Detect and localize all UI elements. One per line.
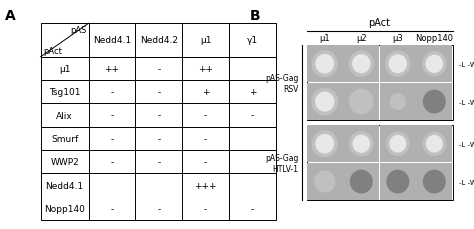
Text: Nedd4.1: Nedd4.1 [46,181,84,190]
Bar [307,163,343,200]
Circle shape [315,55,334,74]
Bar [343,46,379,83]
Circle shape [423,90,446,114]
Circle shape [349,89,374,115]
Circle shape [350,170,373,194]
Text: -: - [157,134,161,143]
Circle shape [385,51,410,78]
Text: -L -W: -L -W [459,141,474,147]
Circle shape [389,135,406,153]
Text: -: - [157,88,161,97]
Text: -: - [204,134,207,143]
Bar [417,46,452,83]
Text: WWP2: WWP2 [50,158,79,166]
Text: -L -W -H: -L -W -H [459,179,474,185]
Text: pAS-Gag
RSV: pAS-Gag RSV [265,73,298,93]
Circle shape [349,131,374,157]
Bar [380,126,416,163]
Bar [307,125,453,201]
Text: -: - [251,204,254,213]
Text: Smurf: Smurf [51,134,78,143]
Text: Nedd4.1: Nedd4.1 [93,36,131,45]
Circle shape [423,170,446,194]
Circle shape [389,55,407,74]
Text: -: - [157,204,161,213]
Text: +++: +++ [194,181,217,190]
Text: Nopp140: Nopp140 [415,34,453,43]
Bar [307,46,453,121]
Text: -: - [157,111,161,120]
Text: -: - [204,204,207,213]
Circle shape [314,171,336,193]
Circle shape [386,132,410,156]
Circle shape [386,170,410,194]
Text: -: - [204,158,207,166]
Text: A: A [5,9,16,23]
Text: pAct: pAct [369,18,391,27]
Text: -: - [204,111,207,120]
Bar [417,163,452,200]
Bar [307,46,343,83]
Text: pAct: pAct [43,46,62,55]
Text: μ1: μ1 [59,65,71,74]
Bar [380,46,416,83]
Circle shape [315,134,334,154]
Bar [343,163,379,200]
Circle shape [422,52,447,77]
Text: +: + [249,88,256,97]
Text: Tsg101: Tsg101 [49,88,81,97]
Text: +: + [202,88,210,97]
Text: ++: ++ [105,65,119,74]
Bar [380,84,416,121]
Text: pAS: pAS [70,26,86,35]
Bar [380,163,416,200]
Circle shape [353,135,370,153]
Circle shape [311,131,338,158]
Text: γ1: γ1 [247,36,258,45]
Text: pAS-Gag
HTLV-1: pAS-Gag HTLV-1 [265,153,298,173]
Text: μ1: μ1 [319,34,330,43]
Circle shape [311,88,338,116]
Bar [343,84,379,121]
Circle shape [315,92,335,112]
Text: Nopp140: Nopp140 [44,204,85,213]
Circle shape [390,94,406,111]
Text: -: - [157,158,161,166]
Circle shape [426,135,443,153]
Text: -L -W: -L -W [459,61,474,67]
Text: μ1: μ1 [200,36,211,45]
Bar [307,84,343,121]
Text: μ3: μ3 [392,34,403,43]
Text: -: - [110,158,114,166]
Bar [417,126,452,163]
Circle shape [426,55,443,74]
Text: Nedd4.2: Nedd4.2 [140,36,178,45]
Circle shape [422,132,446,156]
Bar [417,84,452,121]
Text: -: - [110,134,114,143]
Text: Alix: Alix [56,111,73,120]
Circle shape [311,51,338,78]
Text: -: - [157,65,161,74]
Bar [307,126,343,163]
Text: -: - [110,88,114,97]
Circle shape [348,51,374,78]
Text: -L -W -H: -L -W -H [459,99,474,105]
Text: -: - [251,111,254,120]
Bar [343,126,379,163]
Text: B: B [250,9,261,23]
Text: -: - [110,204,114,213]
Text: ++: ++ [198,65,213,74]
Circle shape [352,55,371,74]
Text: -: - [110,111,114,120]
Text: μ2: μ2 [356,34,366,43]
